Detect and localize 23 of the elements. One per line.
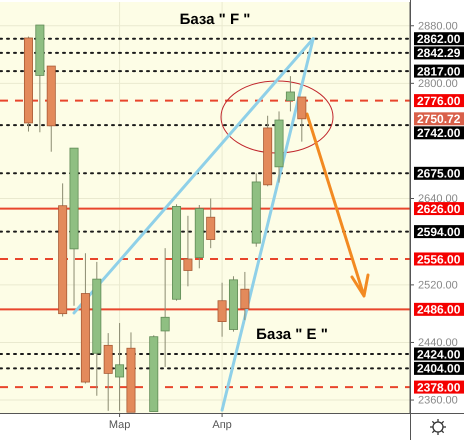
y-tick-label: 2880.00 (418, 20, 458, 32)
x-tick-label: Апр (212, 418, 232, 431)
ref-line-label: 2776.00 (417, 94, 461, 108)
ref-line-label: 2594.00 (417, 224, 461, 239)
y-tick-label: 2440.00 (418, 336, 458, 349)
ref-line-label: 2424.00 (417, 347, 461, 362)
annotation: База " F " (180, 11, 250, 28)
y-tick-label: 2360.00 (418, 394, 458, 407)
ref-line-label: 2817.00 (417, 64, 461, 78)
ref-line-label: 2862.00 (417, 32, 461, 46)
x-tick-label: Мар (108, 418, 130, 431)
ref-line-label: 2626.00 (417, 202, 461, 216)
annotation: База " E " (256, 326, 328, 343)
ref-line-label: 2404.00 (417, 362, 461, 376)
ref-line-label: 2842.29 (417, 46, 461, 60)
ref-line-label: 2556.00 (417, 252, 461, 266)
ref-line-label: 2378.00 (417, 380, 461, 394)
y-tick-label: 2520.00 (418, 279, 458, 292)
ref-line-label: 2675.00 (417, 166, 461, 181)
ref-line-label: 2486.00 (417, 302, 461, 317)
text: 2750.72 (417, 112, 461, 126)
ref-line-label: 2742.00 (417, 126, 461, 140)
y-tick-label: 2800.00 (418, 78, 458, 90)
